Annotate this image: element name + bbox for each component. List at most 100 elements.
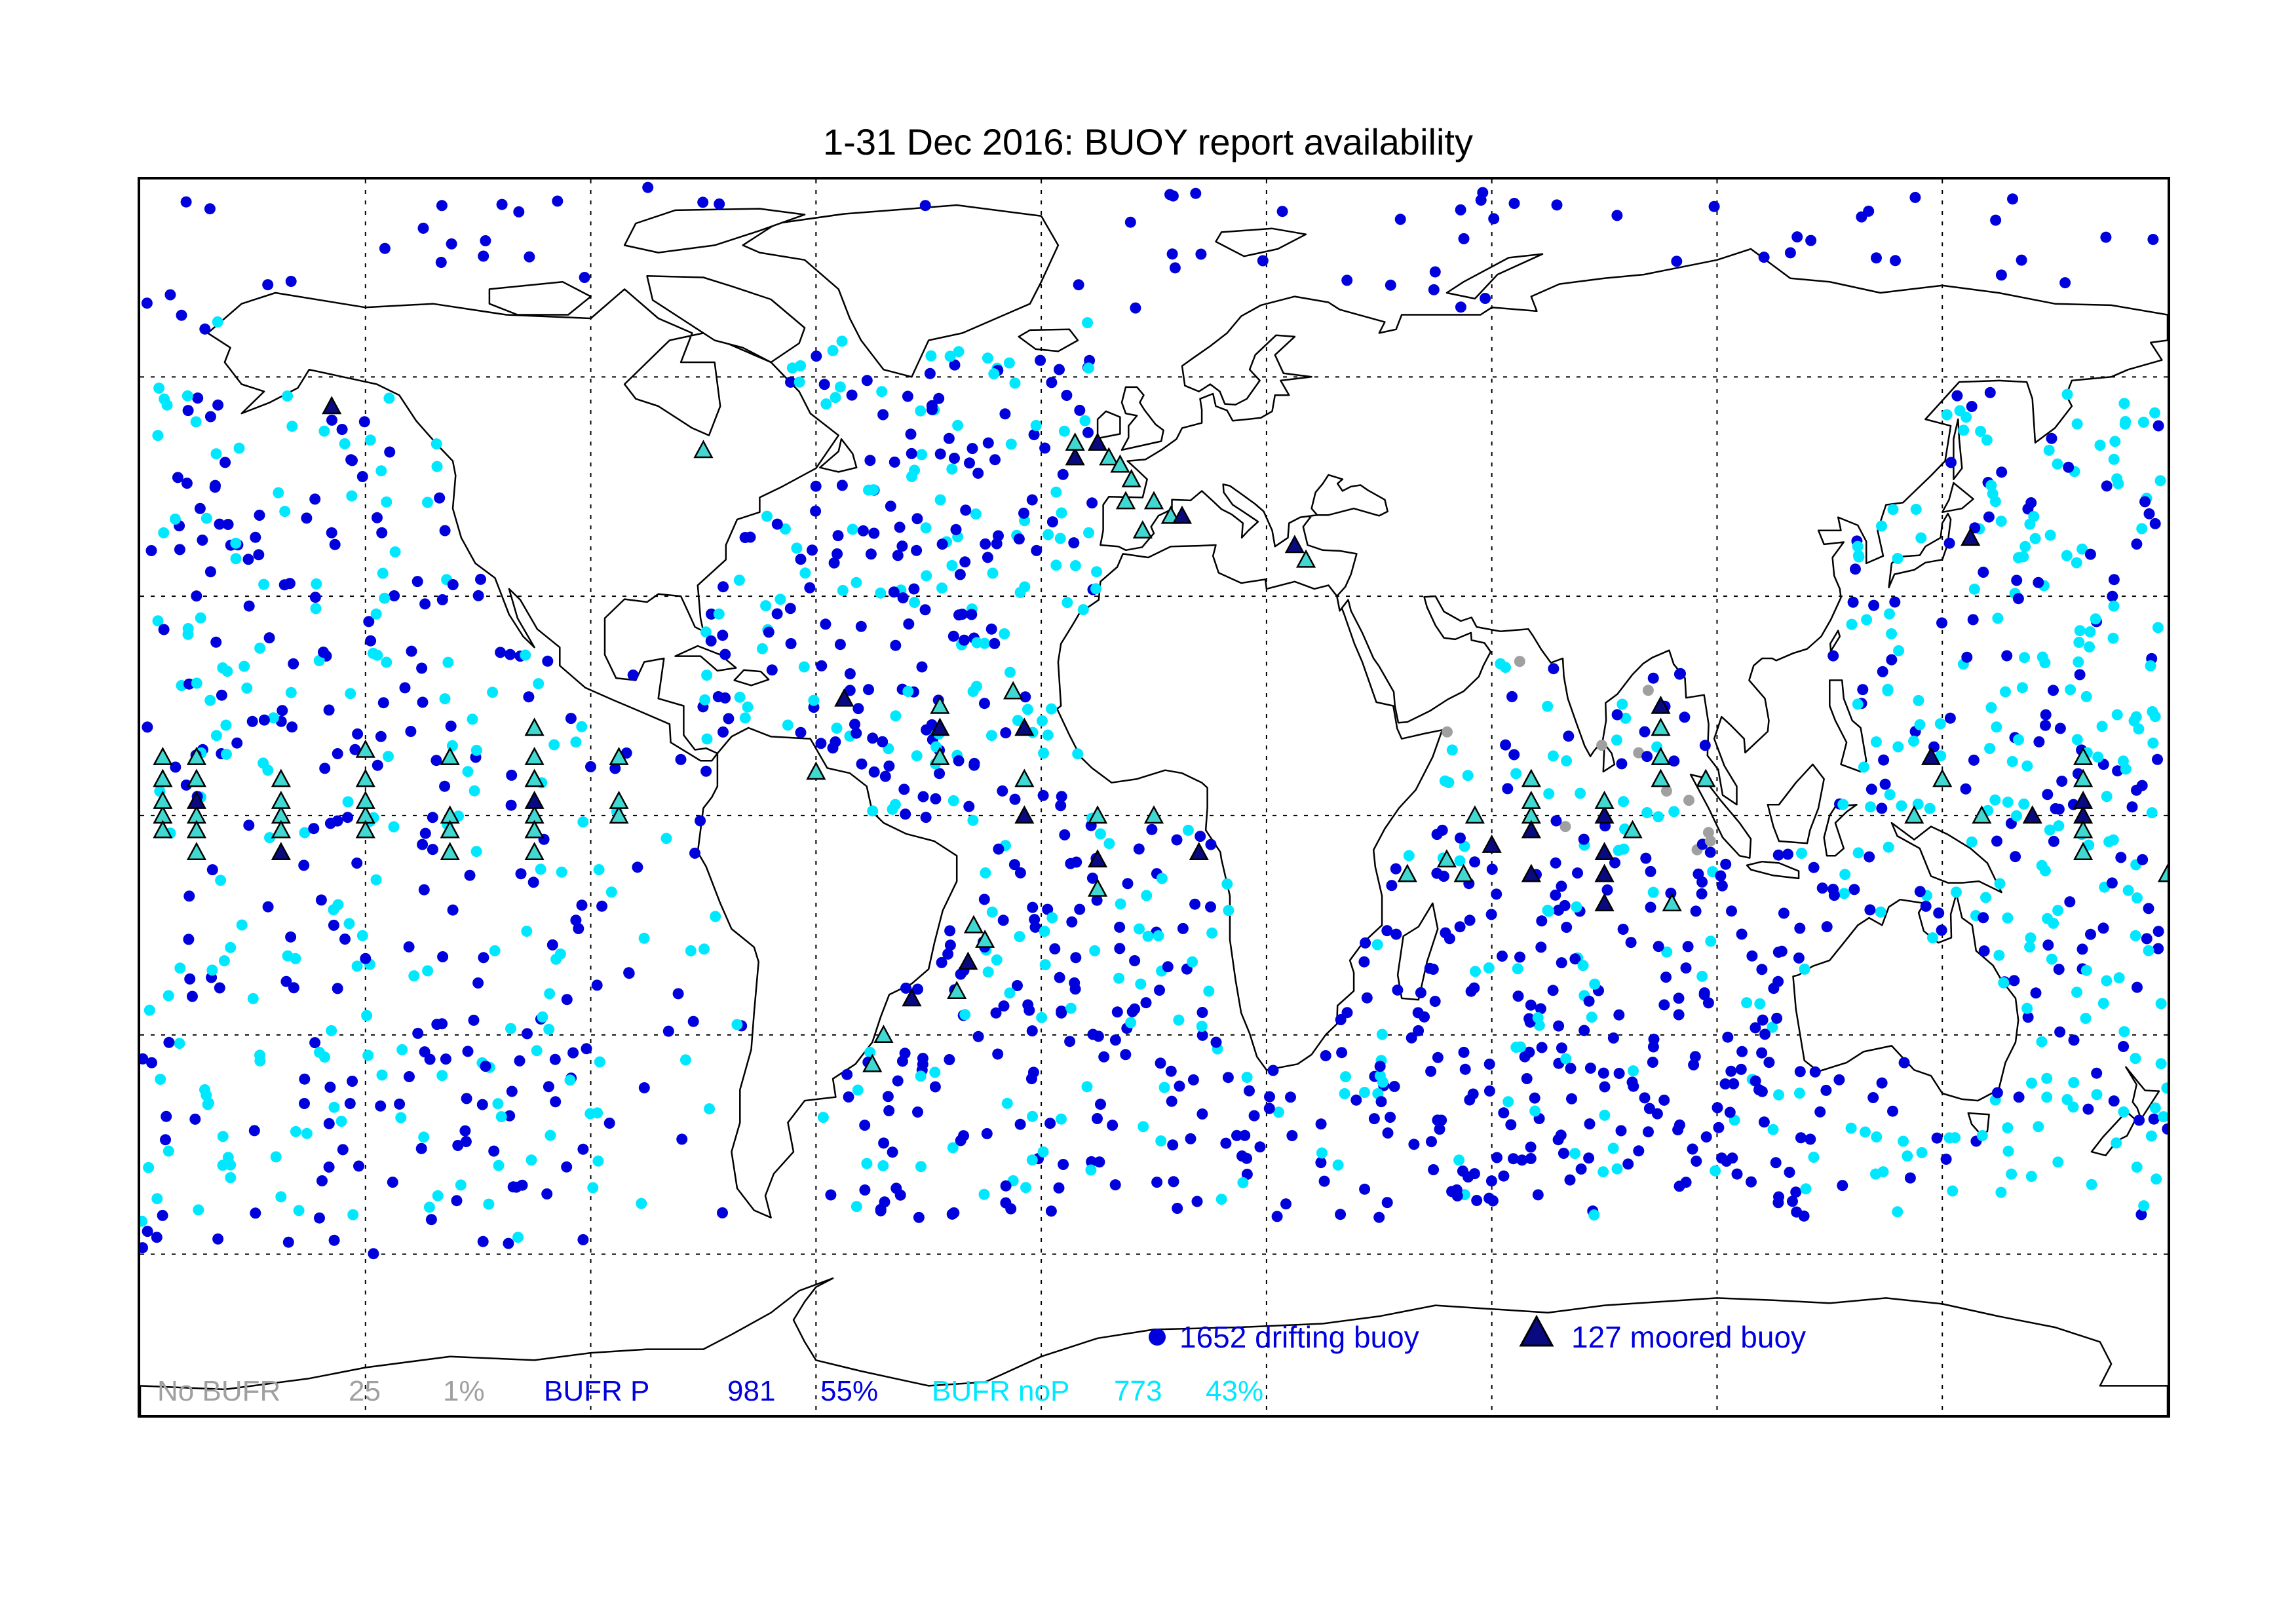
drifting-buoy — [911, 513, 923, 525]
drifting-buoy — [1790, 1186, 1802, 1198]
drifting-buoy — [1403, 850, 1415, 861]
drifting-buoy — [2019, 652, 2031, 664]
drifting-buoy — [1335, 1014, 1347, 1025]
drifting-buoy — [487, 687, 499, 698]
drifting-buoy — [488, 1145, 500, 1157]
drifting-buoy — [496, 198, 508, 210]
drifting-buoy — [1425, 1065, 1437, 1077]
drifting-buoy — [2007, 193, 2018, 205]
drifting-buoy — [1680, 962, 1692, 974]
drifting-buoy — [273, 487, 284, 499]
drifting-buoy — [2033, 576, 2044, 588]
drifting-buoy — [1668, 755, 1680, 767]
moored-buoy — [1594, 863, 1615, 882]
drifting-buoy — [270, 1151, 282, 1163]
drifting-buoy — [1009, 377, 1021, 389]
drifting-buoy — [419, 598, 431, 610]
drifting-buoy — [1129, 955, 1141, 966]
drifting-buoy — [934, 494, 946, 506]
drifting-buoy — [798, 661, 810, 673]
moored-buoy — [1087, 878, 1108, 897]
drifting-buoy — [152, 430, 164, 442]
drifting-buoy — [567, 1047, 579, 1059]
drifting-buoy — [592, 1155, 604, 1167]
drifting-buoy — [2061, 550, 2073, 561]
drifting-buoy — [1561, 922, 1573, 933]
drifting-buoy — [1361, 992, 1373, 1004]
drifting-buoy — [318, 425, 330, 437]
drifting-buoy — [1223, 905, 1234, 916]
drifting-buoy — [2053, 803, 2065, 815]
drifting-buoy — [1485, 1175, 1497, 1187]
drifting-buoy — [549, 1053, 561, 1065]
drifting-buoy — [1498, 1170, 1510, 1182]
drifting-buoy — [1856, 211, 1867, 223]
drifting-buoy — [396, 1044, 408, 1055]
drifting-buoy — [1884, 789, 1896, 801]
drifting-buoy — [766, 664, 778, 676]
drifting-buoy — [423, 1201, 435, 1213]
moored-buoy — [1594, 805, 1615, 824]
drifting-buoy — [439, 780, 451, 792]
drifting-buoy — [1882, 683, 1894, 695]
drifting-buoy — [290, 953, 301, 964]
moored-buoy — [524, 746, 545, 765]
drifting-buoy — [299, 827, 311, 839]
drifting-buoy — [459, 1125, 471, 1137]
moored-buoy — [524, 717, 545, 736]
drifting-buoy — [1220, 1137, 1232, 1149]
drifting-buoy — [1103, 838, 1115, 850]
drifting-buoy — [1072, 748, 1084, 760]
drifting-buoy — [1596, 740, 1608, 751]
drifting-buoy — [1661, 946, 1673, 958]
drifting-buoy — [310, 603, 322, 614]
drifting-buoy — [1611, 1163, 1623, 1175]
drifting-buoy — [1267, 1065, 1279, 1076]
drifting-buoy — [946, 1208, 958, 1220]
drifting-buoy — [739, 712, 751, 724]
drifting-buoy — [2119, 418, 2131, 430]
drifting-buoy — [2016, 682, 2028, 694]
drifting-buoy — [1721, 1156, 1732, 1167]
drifting-buoy — [1599, 1081, 1611, 1093]
drifting-buoy — [1086, 873, 1098, 884]
drifting-buoy — [537, 1011, 548, 1023]
drifting-buoy — [936, 582, 947, 594]
drifting-buoy — [875, 587, 887, 599]
drifting-buoy — [947, 795, 959, 806]
drifting-buoy — [351, 960, 363, 972]
drifting-buoy — [236, 919, 248, 931]
drifting-buoy — [1438, 871, 1449, 882]
drifting-buoy — [1069, 560, 1081, 571]
drifting-buoy — [1679, 711, 1691, 723]
drifting-buoy — [775, 594, 786, 605]
drifting-buoy — [217, 662, 229, 673]
drifting-buoy — [865, 548, 877, 560]
drifting-buoy — [343, 918, 355, 930]
stat-nobufr-label: No BUFR — [157, 1375, 280, 1407]
drifting-buoy — [1014, 931, 1025, 943]
drifting-buoy — [1491, 888, 1502, 900]
drifting-buoy — [377, 567, 389, 579]
drifting-buoy — [2013, 1091, 2025, 1103]
drifting-buoy — [1876, 1077, 1888, 1089]
drifting-buoy — [2126, 801, 2138, 813]
moored-buoy — [2157, 863, 2168, 882]
drifting-buoy — [1480, 293, 1491, 304]
drifting-buoy — [1617, 924, 1629, 935]
drifting-buoy — [851, 727, 862, 739]
drifting-buoy — [1429, 996, 1441, 1007]
drifting-buoy — [1978, 945, 1990, 957]
drifting-buoy — [493, 1160, 505, 1171]
drifting-buoy — [1864, 851, 1875, 863]
drifting-buoy — [1120, 1049, 1132, 1061]
moored-buoy — [355, 790, 375, 809]
drifting-buoy — [1521, 1073, 1533, 1084]
drifting-buoy — [784, 603, 796, 614]
drifting-buoy — [2113, 972, 2125, 984]
drifting-buoy — [405, 726, 417, 737]
drifting-buoy — [544, 988, 556, 1000]
drifting-buoy — [733, 575, 745, 586]
drifting-buoy — [1165, 1065, 1177, 1077]
drifting-buoy — [1030, 420, 1042, 431]
